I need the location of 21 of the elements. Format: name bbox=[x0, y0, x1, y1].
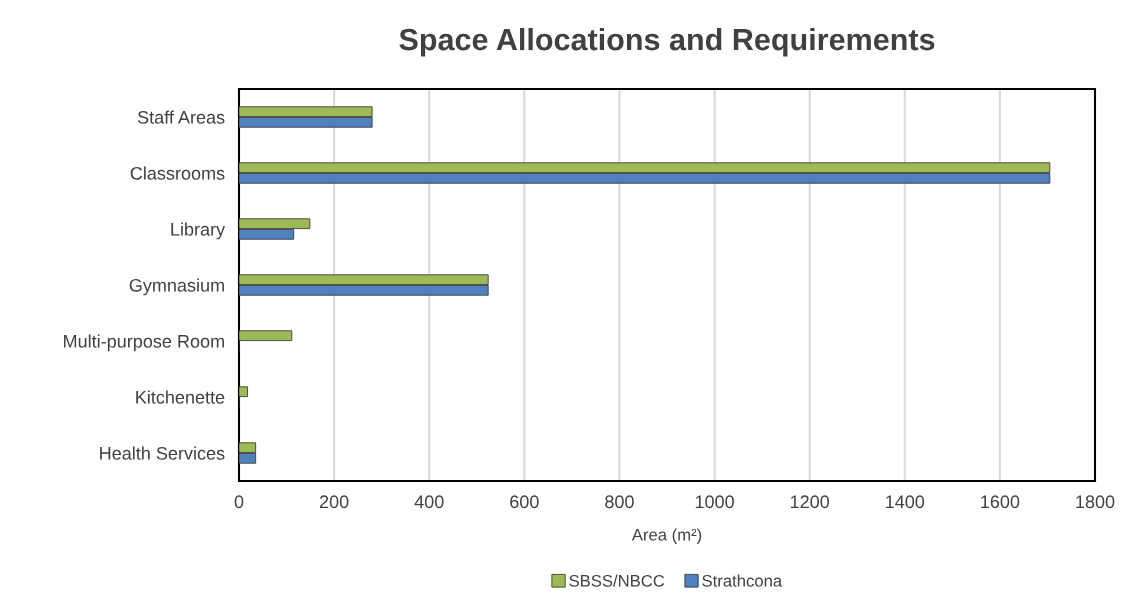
y-tick-label: Multi-purpose Room bbox=[64, 334, 224, 352]
x-tick-label: 1200 bbox=[790, 495, 830, 509]
y-tick-label: Gymnasium bbox=[129, 278, 224, 296]
legend-label: Strathcona bbox=[702, 574, 783, 587]
legend-label: SBSS/NBCC bbox=[569, 574, 665, 587]
y-tick-label: Health Services bbox=[100, 446, 225, 460]
x-tick-label: 1800 bbox=[1076, 495, 1115, 509]
y-tick-label: Library bbox=[171, 222, 226, 240]
x-tick-label: 400 bbox=[414, 495, 444, 509]
x-tick-label: 200 bbox=[319, 495, 349, 509]
chart-title: Space Allocations and Requirements bbox=[399, 27, 935, 57]
x-axis-title: Area (m²) bbox=[631, 528, 702, 544]
x-tick-label: 1400 bbox=[886, 495, 925, 509]
x-tick-label: 1600 bbox=[981, 495, 1020, 509]
x-tick-label: 800 bbox=[605, 495, 634, 509]
y-tick-label: Staff Areas bbox=[137, 110, 225, 124]
y-tick-label: Kitchenette bbox=[136, 390, 225, 404]
x-tick-label: 0 bbox=[234, 495, 244, 509]
y-tick-label: Classrooms bbox=[130, 166, 225, 180]
x-tick-label: 1000 bbox=[695, 495, 734, 509]
x-tick-label: 600 bbox=[510, 495, 539, 509]
